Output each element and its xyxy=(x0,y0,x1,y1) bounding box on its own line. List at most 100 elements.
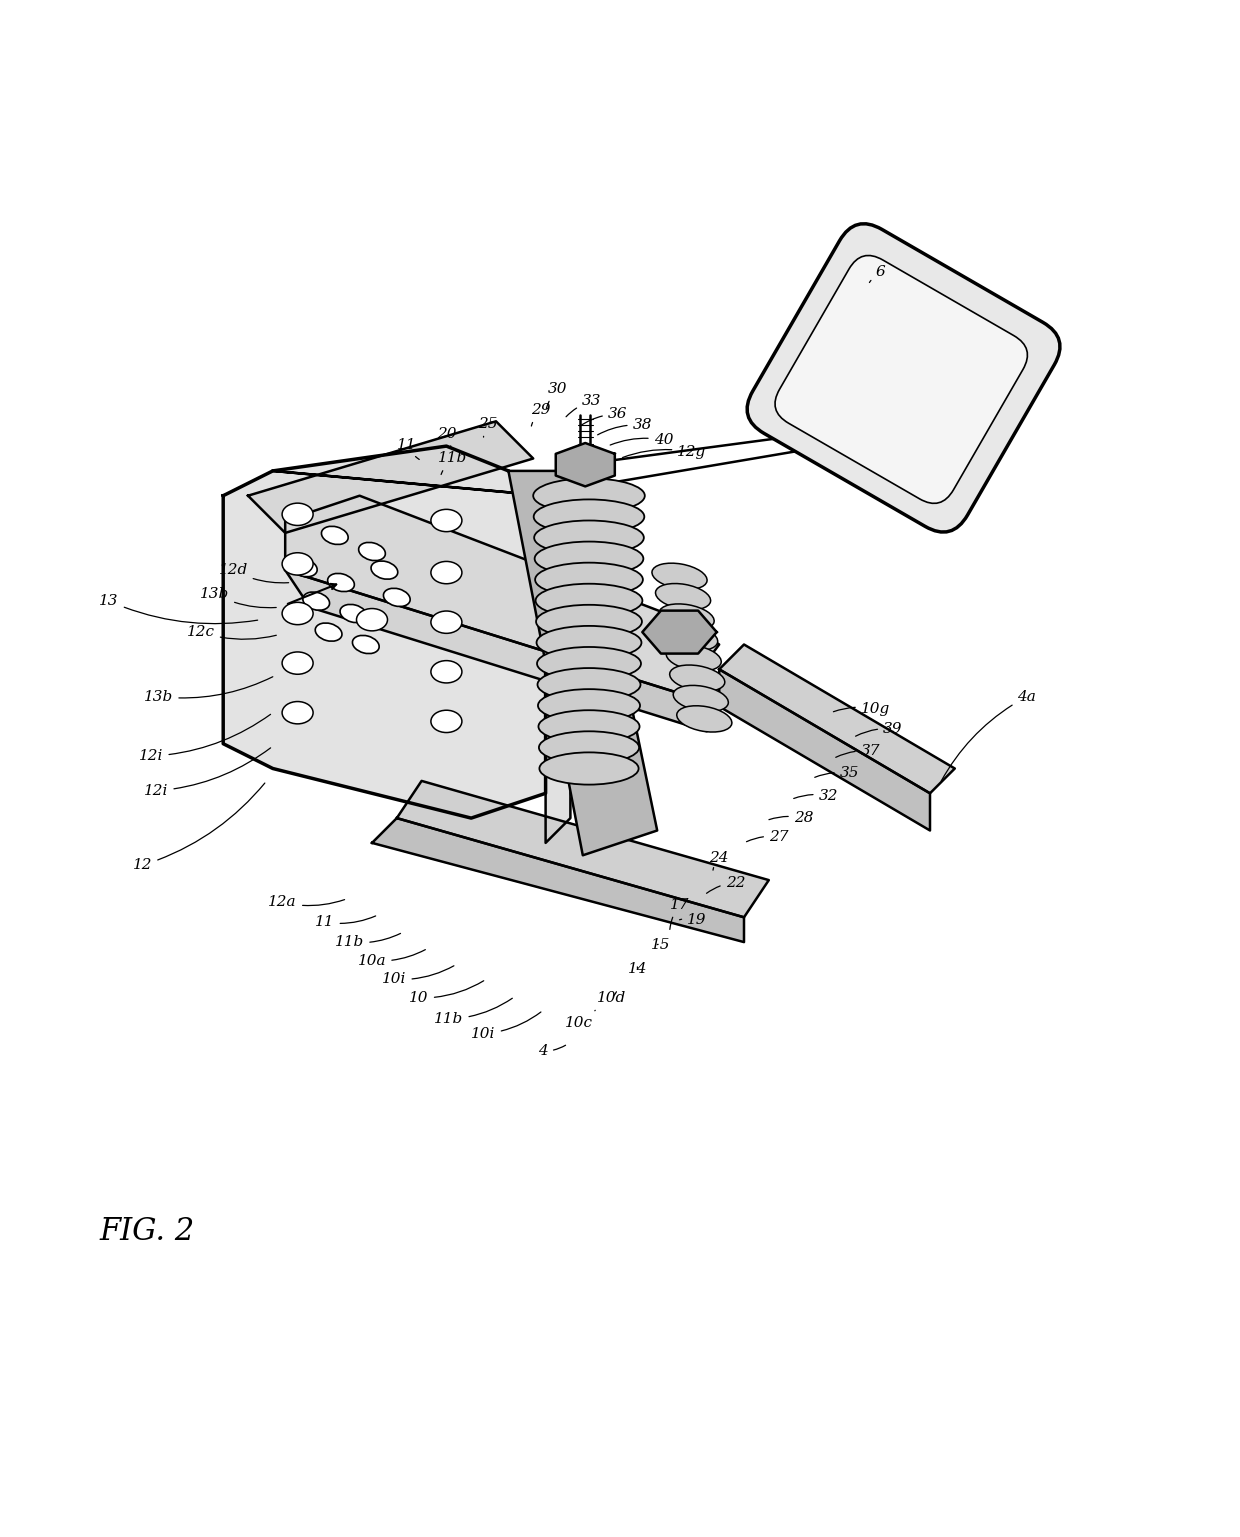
Ellipse shape xyxy=(673,686,728,712)
Polygon shape xyxy=(273,470,570,842)
Text: 10a: 10a xyxy=(357,950,425,968)
Text: 28: 28 xyxy=(769,812,813,825)
Text: 17: 17 xyxy=(670,898,689,930)
Ellipse shape xyxy=(533,500,645,533)
Text: 12i: 12i xyxy=(139,715,270,762)
Ellipse shape xyxy=(536,563,642,596)
Ellipse shape xyxy=(281,652,312,675)
Text: 24: 24 xyxy=(709,851,729,870)
Ellipse shape xyxy=(534,541,644,576)
Ellipse shape xyxy=(432,661,463,682)
Text: 32: 32 xyxy=(794,788,838,802)
Ellipse shape xyxy=(538,689,640,722)
Text: 13: 13 xyxy=(99,595,258,624)
Ellipse shape xyxy=(539,732,639,764)
Ellipse shape xyxy=(537,669,641,701)
Text: 12c: 12c xyxy=(187,626,277,639)
Ellipse shape xyxy=(662,624,718,650)
Text: 12d: 12d xyxy=(218,563,289,583)
Ellipse shape xyxy=(432,710,463,733)
Text: 37: 37 xyxy=(836,744,880,758)
Polygon shape xyxy=(372,818,744,942)
Text: 13b: 13b xyxy=(200,587,277,607)
Text: 35: 35 xyxy=(815,767,859,781)
Text: 11: 11 xyxy=(315,915,376,930)
Text: 12g: 12g xyxy=(622,446,707,460)
Text: 22: 22 xyxy=(707,876,745,893)
Text: 10d: 10d xyxy=(596,991,626,1005)
Text: 10i: 10i xyxy=(471,1011,541,1041)
Ellipse shape xyxy=(670,666,725,692)
Text: 11b: 11b xyxy=(335,933,401,950)
Ellipse shape xyxy=(303,592,330,610)
Ellipse shape xyxy=(281,553,312,575)
FancyBboxPatch shape xyxy=(746,224,1060,532)
Text: 12: 12 xyxy=(133,782,265,871)
Polygon shape xyxy=(719,669,930,830)
Ellipse shape xyxy=(432,612,463,633)
Text: 29: 29 xyxy=(531,403,551,426)
Text: 10g: 10g xyxy=(833,702,890,716)
Text: 40: 40 xyxy=(610,433,673,447)
Ellipse shape xyxy=(281,701,312,724)
Ellipse shape xyxy=(327,573,355,592)
Polygon shape xyxy=(642,610,717,653)
Text: 12i: 12i xyxy=(144,749,270,798)
Text: 11b: 11b xyxy=(434,998,512,1027)
Polygon shape xyxy=(508,470,657,855)
Ellipse shape xyxy=(539,753,639,784)
Text: 11b: 11b xyxy=(438,452,467,475)
Text: 36: 36 xyxy=(580,407,627,426)
Polygon shape xyxy=(248,421,533,533)
Text: 20: 20 xyxy=(436,427,456,446)
Text: 13b: 13b xyxy=(144,676,273,704)
Text: 11: 11 xyxy=(397,438,419,460)
Ellipse shape xyxy=(536,606,642,638)
Ellipse shape xyxy=(371,561,398,579)
Ellipse shape xyxy=(352,635,379,653)
Ellipse shape xyxy=(357,609,387,630)
Text: 15: 15 xyxy=(651,938,671,951)
Ellipse shape xyxy=(533,478,645,513)
Text: 14: 14 xyxy=(627,962,647,976)
Ellipse shape xyxy=(536,584,642,618)
Ellipse shape xyxy=(677,705,732,732)
Ellipse shape xyxy=(534,521,644,555)
Polygon shape xyxy=(223,446,546,818)
Text: 10: 10 xyxy=(409,981,484,1005)
Text: 38: 38 xyxy=(598,418,652,435)
Text: 6: 6 xyxy=(869,266,885,283)
Ellipse shape xyxy=(340,604,367,622)
Ellipse shape xyxy=(658,604,714,630)
Ellipse shape xyxy=(321,526,348,544)
Ellipse shape xyxy=(432,561,463,584)
Text: 25: 25 xyxy=(477,417,497,437)
Ellipse shape xyxy=(281,503,312,526)
Ellipse shape xyxy=(652,563,707,589)
Ellipse shape xyxy=(666,644,722,672)
Text: FIG. 2: FIG. 2 xyxy=(99,1216,195,1247)
Polygon shape xyxy=(285,496,719,695)
Ellipse shape xyxy=(538,710,640,742)
Ellipse shape xyxy=(432,509,463,532)
Polygon shape xyxy=(556,443,615,486)
Ellipse shape xyxy=(383,589,410,607)
Text: 4a: 4a xyxy=(941,690,1037,781)
Text: 12a: 12a xyxy=(268,896,345,910)
Ellipse shape xyxy=(281,603,312,624)
Polygon shape xyxy=(397,781,769,918)
Polygon shape xyxy=(285,570,707,732)
Text: 39: 39 xyxy=(856,722,903,736)
Text: 4: 4 xyxy=(538,1044,565,1057)
Ellipse shape xyxy=(290,558,317,576)
Ellipse shape xyxy=(315,622,342,641)
Text: 33: 33 xyxy=(567,395,601,417)
Text: 19: 19 xyxy=(680,913,707,927)
Polygon shape xyxy=(719,644,955,793)
Text: 10i: 10i xyxy=(382,965,454,987)
Ellipse shape xyxy=(537,626,641,659)
Text: 30: 30 xyxy=(547,383,568,409)
Ellipse shape xyxy=(358,543,386,561)
Text: 10c: 10c xyxy=(565,1010,595,1030)
FancyBboxPatch shape xyxy=(775,255,1028,504)
